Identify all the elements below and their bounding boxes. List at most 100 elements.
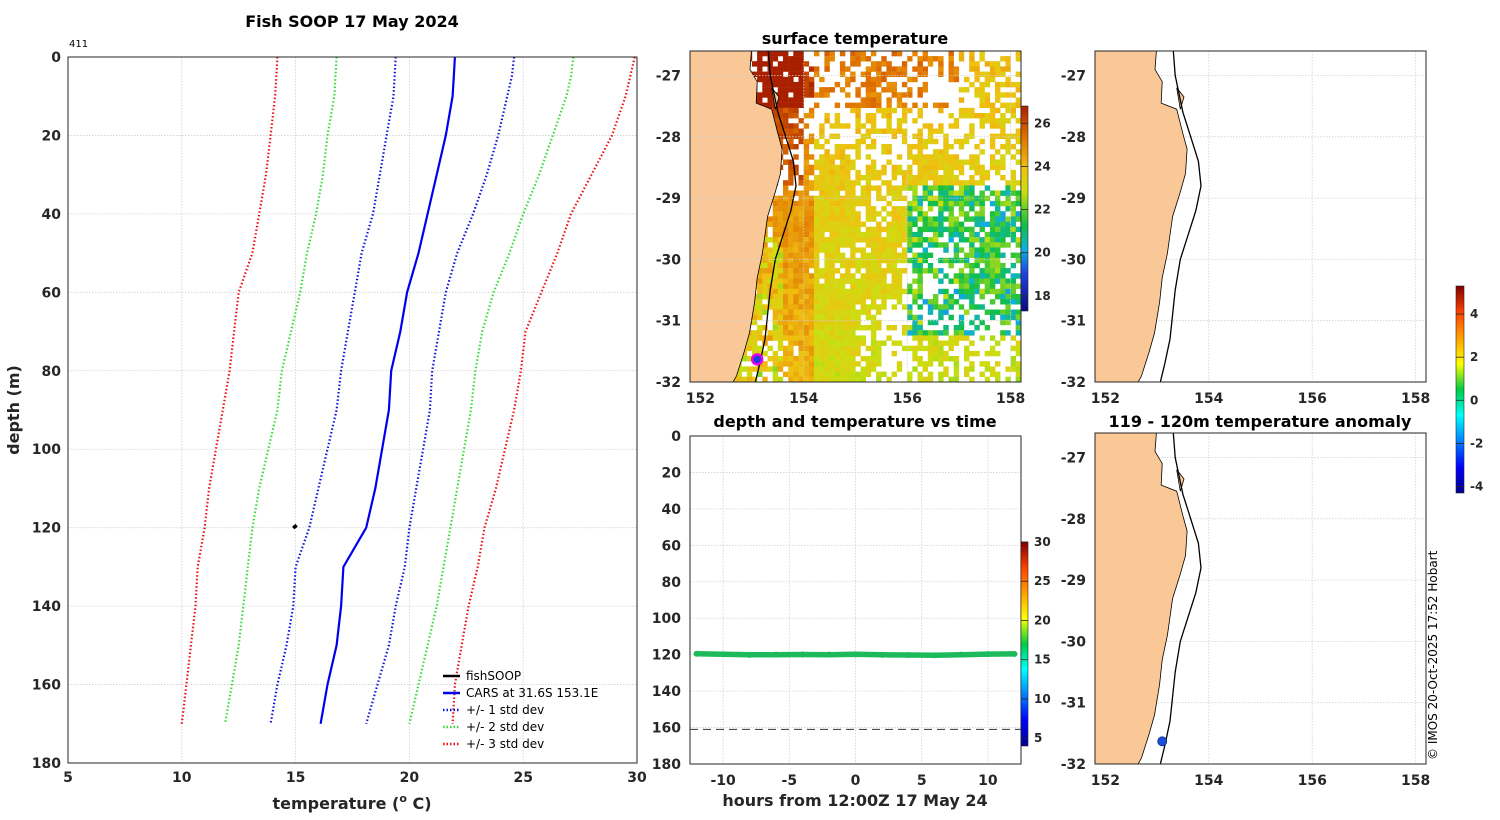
- sst-pixel: [958, 159, 965, 165]
- sst-pixel: [948, 345, 954, 352]
- sst-pixel: [974, 262, 980, 269]
- sst-pixel: [922, 169, 928, 176]
- sst-pixel: [865, 81, 872, 88]
- sst-pixel: [974, 195, 980, 202]
- x-tick-label: 5: [63, 770, 73, 786]
- sst-pixel: [814, 102, 820, 108]
- sst-pixel: [1015, 102, 1021, 108]
- sst-pixel: [798, 97, 804, 103]
- sst-pixel: [845, 92, 851, 98]
- sst-pixel: [798, 76, 804, 83]
- profile-id: 411: [69, 39, 88, 50]
- sst-pixel: [757, 51, 763, 57]
- sst-pixel: [995, 262, 1001, 269]
- sst-pixel: [870, 169, 877, 176]
- sst-pixel: [1005, 319, 1011, 326]
- sst-pixel: [891, 325, 897, 331]
- sst-pixel: [901, 175, 908, 181]
- sst-pixel: [948, 376, 954, 382]
- sst-pixel: [793, 262, 799, 269]
- sst-pixel: [808, 133, 815, 139]
- sst-pixel: [845, 340, 851, 346]
- sst-pixel: [964, 200, 970, 207]
- sst-pixel: [995, 309, 1001, 315]
- sst-pixel: [829, 356, 835, 362]
- y-tick-label: -29: [656, 191, 681, 207]
- sst-pixel: [839, 299, 846, 305]
- sst-pixel: [798, 278, 804, 284]
- sst-pixel: [834, 185, 841, 191]
- sst-pixel: [788, 242, 794, 248]
- data-point: [799, 651, 806, 658]
- sst-pixel: [979, 175, 985, 181]
- sst-pixel: [819, 304, 825, 310]
- sst-pixel: [974, 237, 980, 243]
- sst-pixel: [824, 113, 830, 119]
- sst-pixel: [829, 278, 835, 284]
- sst-pixel: [808, 92, 815, 98]
- sst-pixel: [819, 211, 825, 217]
- sst-pixel: [969, 206, 975, 212]
- sst-pixel: [907, 325, 913, 331]
- sst-pixel: [958, 268, 965, 274]
- sst-pixel: [943, 325, 949, 331]
- sst-pixel: [922, 81, 928, 88]
- sst-pixel: [860, 102, 866, 108]
- series-line-cars: [319, 56, 456, 724]
- sst-pixel: [1010, 113, 1016, 119]
- sst-pixel: [752, 335, 758, 341]
- sst-pixel: [865, 288, 872, 295]
- sst-pixel: [788, 128, 794, 134]
- sst-pixel: [850, 226, 856, 233]
- sst-pixel: [865, 366, 872, 372]
- sst-pixel: [814, 216, 820, 222]
- sst-pixel: [1010, 294, 1016, 300]
- sst-pixel: [979, 169, 985, 176]
- sst-pixel: [891, 211, 897, 217]
- sst-pixel: [855, 144, 861, 150]
- sst-pixel: [772, 330, 779, 336]
- sst-pixel: [762, 262, 768, 269]
- profile-axes-frame: [67, 56, 638, 764]
- sst-pixel: [783, 221, 789, 227]
- sst-pixel: [808, 314, 815, 321]
- sst-pixel: [783, 128, 789, 134]
- sst-pixel: [969, 340, 975, 346]
- sst-pixel: [855, 325, 861, 331]
- sst-pixel: [989, 314, 996, 321]
- sst-pixel: [772, 200, 779, 207]
- sst-pixel: [870, 97, 877, 103]
- sst-pixel: [845, 350, 851, 357]
- sst-pixel: [896, 268, 903, 274]
- sst-pixel: [819, 175, 825, 181]
- y-tick-label: 140: [32, 599, 61, 615]
- sst-pixel: [834, 335, 841, 341]
- sst-pixel: [798, 345, 804, 352]
- sst-pixel: [896, 252, 903, 258]
- sst-pixel: [938, 268, 944, 274]
- sst-pixel: [783, 273, 789, 279]
- sst-pixel: [958, 51, 965, 57]
- sst-pixel: [870, 102, 877, 108]
- sst-pixel: [958, 138, 965, 145]
- sst-pixel: [819, 299, 825, 305]
- sst-pixel: [938, 231, 944, 238]
- sst-pixel: [995, 195, 1001, 202]
- sst-pixel: [777, 319, 784, 326]
- sst-pixel: [943, 247, 949, 253]
- sst-pixel: [819, 361, 825, 367]
- sst-pixel: [772, 361, 779, 367]
- sst-pixel: [772, 288, 779, 295]
- sst-pixel: [1010, 81, 1016, 88]
- sst-pixel: [839, 211, 846, 217]
- x-tick-label: 154: [1194, 773, 1223, 789]
- sst-pixel: [819, 325, 825, 331]
- sst-pixel: [995, 350, 1001, 357]
- sst-pixel: [1000, 164, 1006, 171]
- sst-pixel: [891, 66, 897, 72]
- sst-pixel: [845, 237, 851, 243]
- sst-pixel: [855, 61, 861, 67]
- sst-pixel: [938, 159, 944, 165]
- sst-pixel: [891, 340, 897, 346]
- sst-pixel: [850, 371, 856, 377]
